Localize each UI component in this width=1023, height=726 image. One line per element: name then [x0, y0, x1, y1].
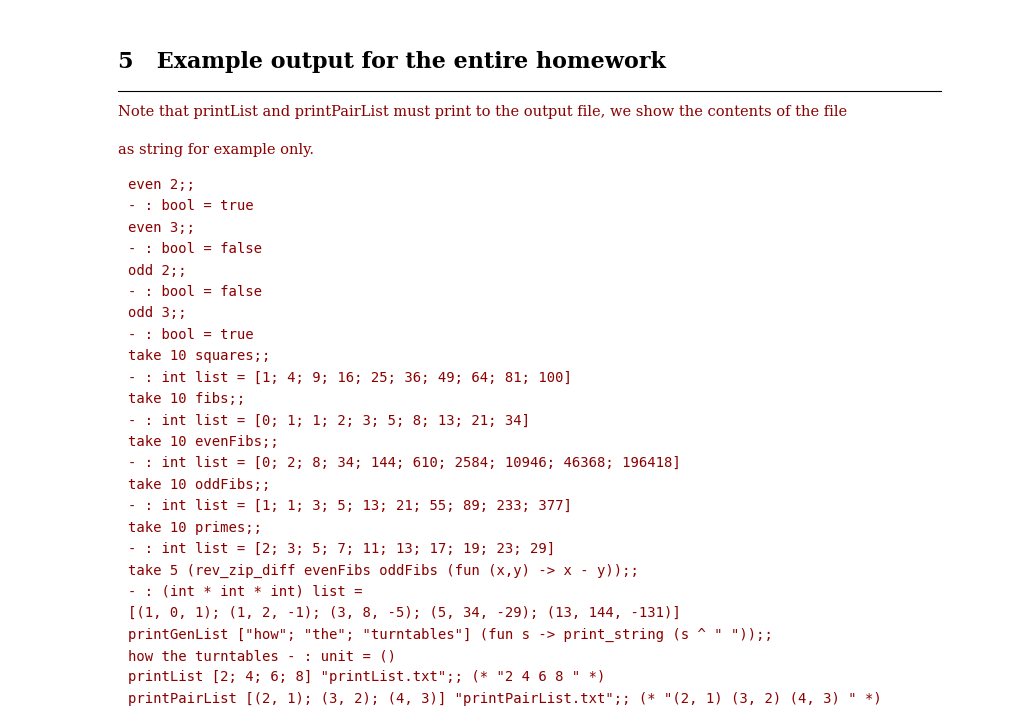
Text: - : int list = [1; 4; 9; 16; 25; 36; 49; 64; 81; 100]: - : int list = [1; 4; 9; 16; 25; 36; 49;… [128, 370, 572, 385]
Text: take 10 fibs;;: take 10 fibs;; [128, 392, 246, 406]
Text: - : int list = [2; 3; 5; 7; 11; 13; 17; 19; 23; 29]: - : int list = [2; 3; 5; 7; 11; 13; 17; … [128, 542, 555, 556]
Text: [(1, 0, 1); (1, 2, -1); (3, 8, -5); (5, 34, -29); (13, 144, -131)]: [(1, 0, 1); (1, 2, -1); (3, 8, -5); (5, … [128, 606, 680, 620]
Text: even 3;;: even 3;; [128, 221, 194, 234]
Text: printPairList [(2, 1); (3, 2); (4, 3)] "printPairList.txt";; (* "(2, 1) (3, 2) (: printPairList [(2, 1); (3, 2); (4, 3)] "… [128, 692, 882, 706]
Text: how the turntables - : unit = (): how the turntables - : unit = () [128, 649, 396, 663]
Text: - : int list = [0; 2; 8; 34; 144; 610; 2584; 10946; 46368; 196418]: - : int list = [0; 2; 8; 34; 144; 610; 2… [128, 456, 680, 470]
Text: odd 3;;: odd 3;; [128, 306, 186, 320]
Text: Note that printList and printPairList must print to the output file, we show the: Note that printList and printPairList mu… [118, 105, 847, 119]
Text: - : int list = [0; 1; 1; 2; 3; 5; 8; 13; 21; 34]: - : int list = [0; 1; 1; 2; 3; 5; 8; 13;… [128, 413, 530, 428]
Text: 5   Example output for the entire homework: 5 Example output for the entire homework [118, 51, 666, 73]
Text: printList [2; 4; 6; 8] "printList.txt";; (* "2 4 6 8 " *): printList [2; 4; 6; 8] "printList.txt";;… [128, 670, 606, 685]
Text: odd 2;;: odd 2;; [128, 264, 186, 277]
Text: take 10 squares;;: take 10 squares;; [128, 349, 270, 363]
Text: even 2;;: even 2;; [128, 178, 194, 192]
Text: - : bool = true: - : bool = true [128, 327, 254, 342]
Text: - : bool = true: - : bool = true [128, 199, 254, 213]
Text: - : bool = false: - : bool = false [128, 242, 262, 256]
Text: as string for example only.: as string for example only. [118, 143, 314, 157]
Text: - : bool = false: - : bool = false [128, 285, 262, 299]
Text: take 5 (rev_zip_diff evenFibs oddFibs (fun (x,y) -> x - y));;: take 5 (rev_zip_diff evenFibs oddFibs (f… [128, 563, 638, 577]
Text: - : (int * int * int) list =: - : (int * int * int) list = [128, 584, 362, 599]
Text: take 10 evenFibs;;: take 10 evenFibs;; [128, 435, 278, 449]
Text: take 10 oddFibs;;: take 10 oddFibs;; [128, 478, 270, 492]
Text: take 10 primes;;: take 10 primes;; [128, 521, 262, 534]
Text: printGenList ["how"; "the"; "turntables"] (fun s -> print_string (s ^ " "));;: printGenList ["how"; "the"; "turntables"… [128, 627, 772, 642]
Text: - : int list = [1; 1; 3; 5; 13; 21; 55; 89; 233; 377]: - : int list = [1; 1; 3; 5; 13; 21; 55; … [128, 499, 572, 513]
